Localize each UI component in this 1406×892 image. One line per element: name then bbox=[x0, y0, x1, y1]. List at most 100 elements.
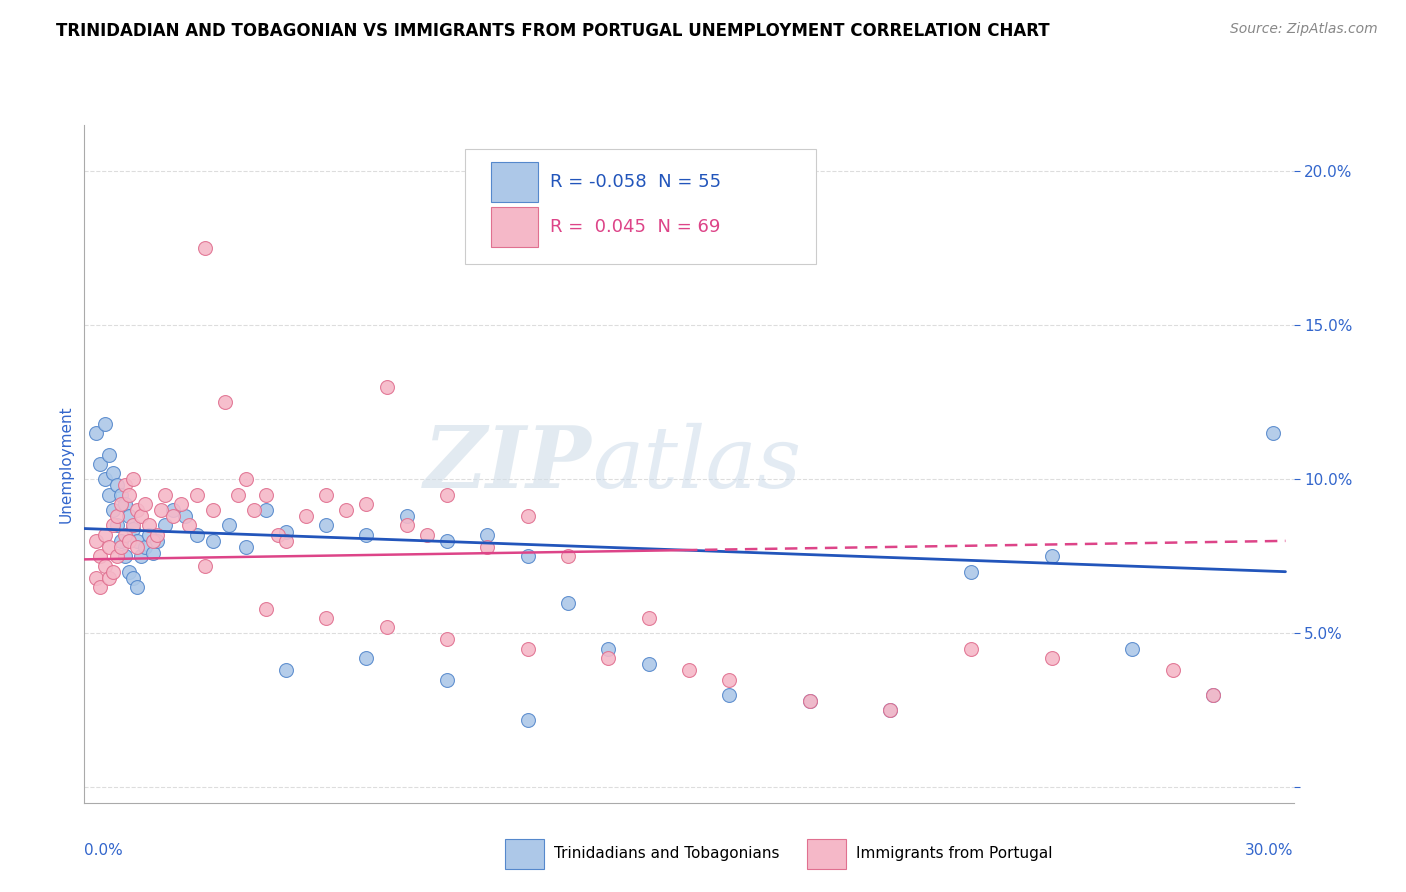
Point bbox=[134, 497, 156, 511]
Point bbox=[105, 478, 128, 492]
Point bbox=[97, 448, 120, 462]
Point bbox=[267, 527, 290, 541]
Point bbox=[114, 527, 136, 541]
Text: 30.0%: 30.0% bbox=[1246, 844, 1294, 858]
FancyBboxPatch shape bbox=[807, 838, 846, 869]
Point bbox=[114, 478, 136, 492]
Point bbox=[214, 395, 236, 409]
Point bbox=[315, 611, 337, 625]
Point bbox=[105, 549, 128, 564]
Point bbox=[110, 540, 132, 554]
Point bbox=[110, 488, 132, 502]
Text: 0.0%: 0.0% bbox=[84, 844, 124, 858]
Point bbox=[194, 558, 217, 573]
Point bbox=[1263, 425, 1285, 440]
Text: Source: ZipAtlas.com: Source: ZipAtlas.com bbox=[1230, 22, 1378, 37]
Point bbox=[125, 503, 148, 517]
Point bbox=[101, 503, 124, 517]
Point bbox=[274, 524, 297, 539]
Text: atlas: atlas bbox=[592, 423, 801, 505]
Point bbox=[153, 488, 176, 502]
Point bbox=[121, 571, 143, 585]
Point bbox=[235, 472, 257, 486]
Point bbox=[356, 651, 378, 665]
Point bbox=[93, 472, 115, 486]
Point bbox=[138, 527, 160, 541]
Point bbox=[174, 509, 197, 524]
Point bbox=[436, 632, 458, 647]
Point bbox=[315, 488, 337, 502]
Point bbox=[101, 565, 124, 579]
Y-axis label: Unemployment: Unemployment bbox=[58, 405, 73, 523]
FancyBboxPatch shape bbox=[491, 207, 538, 247]
Point bbox=[110, 533, 132, 548]
Point bbox=[105, 518, 128, 533]
Point bbox=[186, 527, 208, 541]
Point bbox=[799, 694, 821, 708]
Point bbox=[436, 488, 458, 502]
Point bbox=[1202, 688, 1225, 702]
Point bbox=[235, 540, 257, 554]
Point bbox=[125, 580, 148, 594]
Point bbox=[557, 549, 579, 564]
Point bbox=[678, 663, 700, 677]
Point bbox=[242, 503, 264, 517]
Point bbox=[101, 466, 124, 480]
Point bbox=[179, 518, 201, 533]
Point bbox=[254, 488, 277, 502]
Point bbox=[436, 673, 458, 687]
Point bbox=[637, 657, 659, 672]
Point bbox=[718, 688, 741, 702]
Point bbox=[202, 503, 225, 517]
Point bbox=[226, 488, 249, 502]
Point bbox=[149, 503, 172, 517]
Point bbox=[118, 488, 141, 502]
Point bbox=[637, 611, 659, 625]
Point bbox=[254, 503, 277, 517]
Point bbox=[1161, 663, 1184, 677]
Point bbox=[93, 417, 115, 431]
Point bbox=[118, 533, 141, 548]
Text: TRINIDADIAN AND TOBAGONIAN VS IMMIGRANTS FROM PORTUGAL UNEMPLOYMENT CORRELATION : TRINIDADIAN AND TOBAGONIAN VS IMMIGRANTS… bbox=[56, 22, 1050, 40]
Point bbox=[89, 580, 111, 594]
Point bbox=[799, 694, 821, 708]
Point bbox=[146, 533, 169, 548]
Point bbox=[477, 527, 499, 541]
Point bbox=[516, 549, 538, 564]
Point bbox=[142, 533, 165, 548]
Point bbox=[114, 549, 136, 564]
Point bbox=[356, 527, 378, 541]
Point bbox=[121, 522, 143, 536]
Point bbox=[93, 527, 115, 541]
Point bbox=[101, 518, 124, 533]
Point bbox=[274, 533, 297, 548]
Point bbox=[960, 565, 983, 579]
Point bbox=[105, 509, 128, 524]
Point bbox=[114, 497, 136, 511]
Point bbox=[89, 457, 111, 471]
Point bbox=[477, 540, 499, 554]
Point bbox=[194, 241, 217, 255]
Point bbox=[516, 641, 538, 656]
Point bbox=[125, 540, 148, 554]
Point bbox=[960, 641, 983, 656]
Point bbox=[129, 549, 152, 564]
Point bbox=[97, 571, 120, 585]
Point bbox=[879, 703, 901, 717]
Point bbox=[395, 518, 418, 533]
Point bbox=[125, 533, 148, 548]
FancyBboxPatch shape bbox=[491, 162, 538, 202]
Point bbox=[436, 533, 458, 548]
Point bbox=[97, 488, 120, 502]
Point bbox=[1121, 641, 1143, 656]
Point bbox=[557, 595, 579, 609]
Point bbox=[186, 488, 208, 502]
Point bbox=[1040, 549, 1063, 564]
Text: R =  0.045  N = 69: R = 0.045 N = 69 bbox=[550, 218, 720, 235]
FancyBboxPatch shape bbox=[505, 838, 544, 869]
Point bbox=[598, 651, 620, 665]
Point bbox=[274, 663, 297, 677]
Point bbox=[134, 540, 156, 554]
Point bbox=[86, 533, 108, 548]
Point bbox=[86, 571, 108, 585]
